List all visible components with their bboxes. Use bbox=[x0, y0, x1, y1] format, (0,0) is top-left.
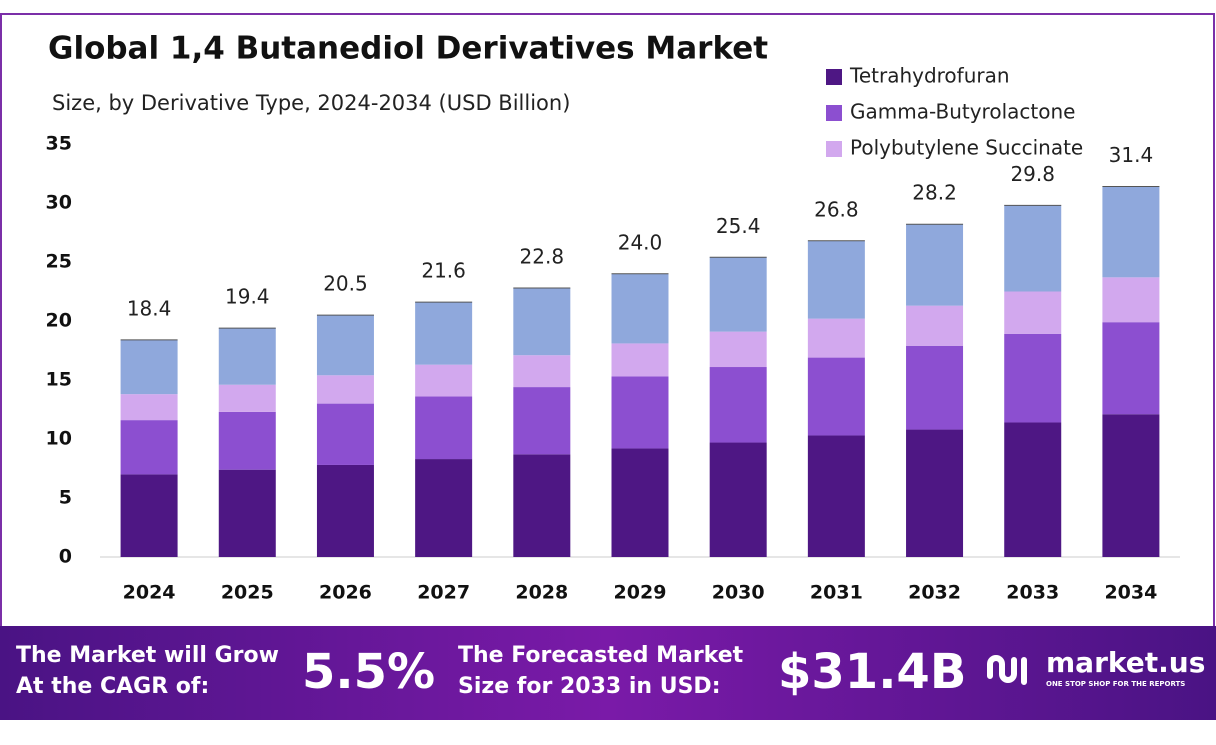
bar-segment bbox=[120, 394, 178, 421]
bar-segment bbox=[807, 435, 865, 557]
bar-segment bbox=[611, 448, 669, 557]
bar-segment bbox=[906, 345, 964, 430]
legend-label: Gamma-Butyrolactone bbox=[850, 100, 1075, 124]
chart-subtitle: Size, by Derivative Type, 2024-2034 (USD… bbox=[52, 91, 570, 115]
bar-segment bbox=[120, 420, 178, 475]
footer-band bbox=[0, 626, 1216, 720]
bar-segment bbox=[611, 273, 669, 344]
total-label: 19.4 bbox=[225, 285, 270, 309]
x-tick-label: 2025 bbox=[221, 582, 274, 604]
y-tick-label: 15 bbox=[46, 369, 72, 391]
x-tick-label: 2030 bbox=[712, 582, 765, 604]
y-tick-label: 30 bbox=[46, 192, 72, 214]
total-label: 28.2 bbox=[912, 181, 957, 205]
bar-segment bbox=[807, 240, 865, 319]
x-tick-label: 2026 bbox=[319, 582, 372, 604]
bar-segment bbox=[120, 474, 178, 557]
legend-label: Tetrahydrofuran bbox=[849, 64, 1010, 88]
bar-segment bbox=[906, 224, 964, 306]
bar-segment bbox=[709, 257, 767, 332]
bar-segment bbox=[415, 459, 473, 557]
chart-title: Global 1,4 Butanediol Derivatives Market bbox=[48, 31, 768, 67]
bar-segment bbox=[807, 318, 865, 358]
bar-segment bbox=[218, 384, 276, 412]
bar-segment bbox=[316, 403, 374, 465]
bar-segment bbox=[1102, 414, 1160, 557]
x-tick-label: 2027 bbox=[417, 582, 470, 604]
bar-segment bbox=[611, 376, 669, 449]
bar-segment bbox=[120, 339, 178, 395]
bar-segment bbox=[415, 302, 473, 365]
legend-swatch bbox=[826, 141, 842, 157]
bar-segment bbox=[513, 387, 571, 455]
bar-segment bbox=[1102, 186, 1160, 278]
bar-segment bbox=[316, 375, 374, 404]
y-tick-label: 35 bbox=[46, 133, 72, 155]
forecast-label: The Forecasted Market bbox=[458, 643, 744, 668]
bar-segment bbox=[218, 469, 276, 557]
y-tick-label: 10 bbox=[46, 428, 72, 450]
y-tick-label: 20 bbox=[46, 310, 72, 332]
bar-segment bbox=[709, 442, 767, 557]
total-label: 22.8 bbox=[520, 244, 565, 268]
total-label: 18.4 bbox=[127, 296, 172, 320]
bar-segment bbox=[513, 355, 571, 388]
total-label: 21.6 bbox=[421, 259, 466, 283]
bar-segment bbox=[906, 305, 964, 346]
cagr-label: At the CAGR of: bbox=[16, 674, 209, 699]
bar-segment bbox=[218, 328, 276, 385]
legend-swatch bbox=[826, 69, 842, 85]
total-label: 31.4 bbox=[1109, 143, 1154, 167]
bar-segment bbox=[415, 364, 473, 397]
bar-segment bbox=[316, 315, 374, 376]
y-tick-label: 5 bbox=[59, 487, 72, 509]
bar-segment bbox=[611, 343, 669, 377]
bar-segment bbox=[1004, 333, 1062, 423]
bar-segment bbox=[1004, 422, 1062, 557]
forecast-value: $31.4B bbox=[778, 644, 966, 700]
cagr-label: The Market will Grow bbox=[16, 643, 279, 668]
total-label: 29.8 bbox=[1010, 162, 1055, 186]
bar-segment bbox=[218, 411, 276, 470]
legend-swatch bbox=[826, 105, 842, 121]
x-tick-label: 2033 bbox=[1006, 582, 1059, 604]
x-tick-label: 2034 bbox=[1104, 582, 1157, 604]
x-tick-label: 2032 bbox=[908, 582, 961, 604]
bar-segment bbox=[513, 287, 571, 356]
forecast-label: Size for 2033 in USD: bbox=[458, 674, 721, 699]
bar-segment bbox=[1004, 205, 1062, 292]
bar-segment bbox=[316, 464, 374, 557]
bar-segment bbox=[709, 331, 767, 368]
bar-segment bbox=[807, 357, 865, 436]
bar-segment bbox=[906, 429, 964, 557]
bar-segment bbox=[513, 454, 571, 557]
x-tick-label: 2024 bbox=[123, 582, 176, 604]
x-tick-label: 2031 bbox=[810, 582, 863, 604]
brand-tagline: ONE STOP SHOP FOR THE REPORTS bbox=[1046, 680, 1185, 688]
cagr-value: 5.5% bbox=[302, 644, 435, 700]
bar-segment bbox=[1004, 291, 1062, 334]
y-tick-label: 0 bbox=[59, 546, 72, 568]
total-label: 26.8 bbox=[814, 197, 859, 221]
bar-segment bbox=[415, 396, 473, 460]
y-tick-label: 25 bbox=[46, 251, 72, 273]
x-tick-label: 2028 bbox=[515, 582, 568, 604]
bar-segment bbox=[1102, 277, 1160, 323]
x-tick-label: 2029 bbox=[614, 582, 667, 604]
brand-name: market.us bbox=[1046, 646, 1205, 679]
total-label: 25.4 bbox=[716, 214, 761, 238]
bar-segment bbox=[709, 367, 767, 443]
total-label: 20.5 bbox=[323, 272, 368, 296]
total-label: 24.0 bbox=[618, 230, 663, 254]
brand-logo bbox=[987, 655, 1027, 685]
bar-segment bbox=[1102, 322, 1160, 415]
legend-label: Polybutylene Succinate bbox=[850, 136, 1083, 160]
